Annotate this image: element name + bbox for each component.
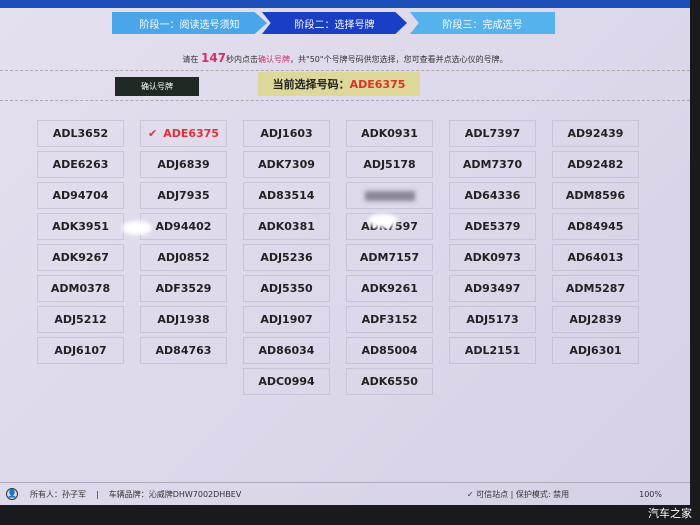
plate-option[interactable]: AD64013 bbox=[552, 244, 639, 271]
plate-option[interactable]: ADJ0852 bbox=[140, 244, 227, 271]
plate-option[interactable]: AD94402 bbox=[140, 213, 227, 240]
redacted-blur bbox=[364, 190, 415, 201]
plate-option[interactable]: ADJ1938 bbox=[140, 306, 227, 333]
plate-option[interactable]: ADC0994 bbox=[243, 368, 330, 395]
plate-option[interactable]: ADK0381 bbox=[243, 213, 330, 240]
plate-option[interactable]: ADE5379 bbox=[449, 213, 536, 240]
notice-action: 确认号牌 bbox=[258, 55, 291, 64]
plate-option[interactable]: AD92439 bbox=[552, 120, 639, 147]
glare bbox=[122, 221, 152, 235]
countdown-notice: 请在 147秒内点击确认号牌，共"50"个号牌号码供您选择，您可查看并点选心仪的… bbox=[0, 51, 690, 65]
notice-mid: 秒内点击 bbox=[226, 55, 259, 64]
plate-option[interactable]: ADJ5178 bbox=[346, 151, 433, 178]
plate-option[interactable]: ADJ5212 bbox=[37, 306, 124, 333]
divider bbox=[0, 100, 690, 101]
current-selection: 当前选择号码： ADE6375 bbox=[258, 72, 420, 96]
top-banner bbox=[0, 0, 690, 8]
plate-option[interactable]: ADJ1603 bbox=[243, 120, 330, 147]
zoom-level[interactable]: 100% bbox=[639, 489, 662, 499]
user-icon: 👤 bbox=[6, 488, 18, 500]
plate-option[interactable]: ADK6550 bbox=[346, 368, 433, 395]
plate-option[interactable]: ADF3529 bbox=[140, 275, 227, 302]
glare bbox=[368, 214, 398, 228]
plate-option[interactable]: ADK3951 bbox=[37, 213, 124, 240]
plate-option[interactable]: AD93497 bbox=[449, 275, 536, 302]
plate-option[interactable]: AD92482 bbox=[552, 151, 639, 178]
plate-option[interactable]: ADM5287 bbox=[552, 275, 639, 302]
countdown-seconds: 147 bbox=[200, 51, 227, 65]
plate-option[interactable]: ADE6263 bbox=[37, 151, 124, 178]
plate-option[interactable]: ADJ1907 bbox=[243, 306, 330, 333]
vehicle-brand: 车辆品牌：沁威牌DHW7002DHBEV bbox=[108, 489, 242, 499]
step-3: 阶段三：完成选号 bbox=[410, 12, 555, 34]
plate-option[interactable]: AD85004 bbox=[346, 337, 433, 364]
plate-option[interactable]: AD83514 bbox=[243, 182, 330, 209]
notice-post: ，共"50"个号牌号码供您选择，您可查看并点选心仪的号牌。 bbox=[290, 55, 508, 64]
plate-option[interactable]: ADM0378 bbox=[37, 275, 124, 302]
confirm-plate-button[interactable]: 确认号牌 bbox=[115, 77, 199, 96]
plate-option[interactable]: ADJ5236 bbox=[243, 244, 330, 271]
plate-option[interactable]: ADE6375 bbox=[140, 120, 227, 147]
plate-option[interactable]: ADL2151 bbox=[449, 337, 536, 364]
plate-option[interactable]: AD84945 bbox=[552, 213, 639, 240]
plate-grid: ADL3652 ADE6263 AD94704 ADK3951 ADK9267 ADM03… bbox=[33, 118, 643, 397]
plate-option[interactable]: ADM7157 bbox=[346, 244, 433, 271]
plate-option[interactable]: ADJ6839 bbox=[140, 151, 227, 178]
plate-option[interactable]: ADK0931 bbox=[346, 120, 433, 147]
empty-cell bbox=[37, 368, 124, 395]
plate-option[interactable]: ADJ6107 bbox=[37, 337, 124, 364]
browser-screen: 阶段一：阅读选号须知 阶段二：选择号牌 阶段三：完成选号 请在 147秒内点击确… bbox=[0, 0, 690, 505]
ie-status: ✓ 可信站点 | 保护模式: 禁用 bbox=[466, 489, 570, 499]
current-label: 当前选择号码： bbox=[272, 78, 350, 91]
plate-option[interactable]: AD86034 bbox=[243, 337, 330, 364]
plate-option[interactable]: ADK9267 bbox=[37, 244, 124, 271]
plate-option[interactable]: ADJ2839 bbox=[552, 306, 639, 333]
plate-option[interactable]: ADM7370 bbox=[449, 151, 536, 178]
plate-option[interactable]: AD64336 bbox=[449, 182, 536, 209]
plate-option[interactable]: ADJ5350 bbox=[243, 275, 330, 302]
current-value: ADE6375 bbox=[349, 77, 406, 91]
empty-cell bbox=[552, 368, 639, 395]
plate-option-redacted[interactable] bbox=[346, 182, 433, 209]
plate-option[interactable]: ADL3652 bbox=[37, 120, 124, 147]
plate-option[interactable]: ADJ5173 bbox=[449, 306, 536, 333]
plate-option[interactable]: ADK9261 bbox=[346, 275, 433, 302]
status-bar: 👤 所有人：孙子军 | 车辆品牌：沁威牌DHW7002DHBEV ✓ 可信站点 … bbox=[0, 482, 690, 505]
plate-option[interactable]: ADM8596 bbox=[552, 182, 639, 209]
plate-option[interactable]: ADK0973 bbox=[449, 244, 536, 271]
plate-option[interactable]: ADF3152 bbox=[346, 306, 433, 333]
plate-option[interactable]: ADJ7935 bbox=[140, 182, 227, 209]
plate-option[interactable]: AD84763 bbox=[140, 337, 227, 364]
owner: 所有人：孙子军 bbox=[30, 489, 86, 499]
step-2-active: 阶段二：选择号牌 bbox=[262, 12, 407, 34]
empty-cell bbox=[140, 368, 227, 395]
divider bbox=[0, 70, 690, 71]
separator: | bbox=[96, 489, 99, 499]
plate-option[interactable]: ADJ6301 bbox=[552, 337, 639, 364]
empty-cell bbox=[449, 368, 536, 395]
plate-option[interactable]: AD94704 bbox=[37, 182, 124, 209]
plate-option[interactable]: ADL7397 bbox=[449, 120, 536, 147]
plate-option[interactable]: ADK7309 bbox=[243, 151, 330, 178]
step-1: 阶段一：阅读选号须知 bbox=[112, 12, 267, 34]
watermark: 汽车之家 bbox=[648, 507, 692, 520]
notice-pre: 请在 bbox=[182, 55, 201, 64]
